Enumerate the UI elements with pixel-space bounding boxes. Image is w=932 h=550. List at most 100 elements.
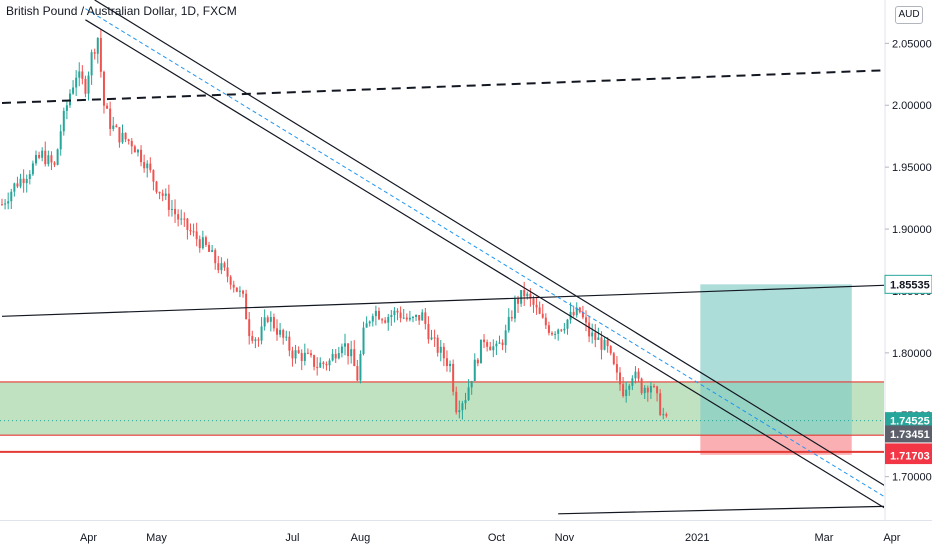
candle-body <box>65 105 68 111</box>
candle-body <box>118 127 121 143</box>
candle-body <box>99 38 102 72</box>
y-tick-label: 1.90000 <box>892 224 932 236</box>
price-label-text: 1.71703 <box>890 451 930 463</box>
x-tick-label: Jul <box>285 532 299 544</box>
candle-body <box>158 191 161 194</box>
price-label-box <box>885 425 932 443</box>
x-tick-label: Aug <box>351 532 371 544</box>
candle-body <box>504 330 507 346</box>
candle-body <box>591 332 594 337</box>
candles <box>1 29 668 420</box>
x-tick-label: May <box>146 532 167 544</box>
channel-lower-line <box>85 19 884 509</box>
candle-body <box>174 208 177 215</box>
candle-body <box>28 174 31 179</box>
candle-body <box>143 162 146 169</box>
candle-body <box>238 290 241 292</box>
candle-body <box>25 178 28 184</box>
candle-body <box>501 342 504 346</box>
candle-body <box>340 346 343 354</box>
candle-body <box>102 71 105 106</box>
candle-body <box>269 317 272 322</box>
candle-body <box>177 214 180 220</box>
candle-body <box>646 387 649 393</box>
candle-body <box>387 317 390 323</box>
candle-body <box>34 154 37 164</box>
candle-body <box>532 298 535 305</box>
candle-body <box>643 387 646 394</box>
candle-body <box>68 93 71 106</box>
candle-body <box>452 363 455 392</box>
candle-body <box>38 154 41 158</box>
candle-body <box>356 366 359 381</box>
y-tick-label: 1.80000 <box>892 348 932 360</box>
candle-body <box>96 38 99 54</box>
candle-body <box>72 87 75 94</box>
candle-body <box>365 323 368 328</box>
candle-body <box>656 386 659 394</box>
candle-body <box>581 312 584 318</box>
candle-body <box>572 311 575 316</box>
candle-body <box>479 339 482 364</box>
candle-body <box>47 155 50 165</box>
candle-body <box>418 314 421 321</box>
candle-body <box>226 267 229 277</box>
candle-body <box>520 290 523 304</box>
candle-body <box>464 400 467 404</box>
candle-body <box>473 359 476 381</box>
candle-body <box>526 293 529 297</box>
candle-body <box>136 149 139 153</box>
candle-body <box>300 353 303 361</box>
candle-body <box>483 339 486 343</box>
candle-body <box>588 322 591 337</box>
candle-body <box>384 320 387 323</box>
candle-body <box>288 336 291 351</box>
candle-body <box>189 229 192 232</box>
candle-body <box>53 162 56 165</box>
candle-body <box>310 353 312 356</box>
candle-body <box>22 178 25 184</box>
candle-body <box>59 131 62 150</box>
candle-body <box>622 384 625 397</box>
candle-body <box>186 218 189 230</box>
candle-body <box>31 163 34 175</box>
candle-body <box>322 362 325 364</box>
candle-body <box>442 346 445 359</box>
candle-body <box>146 163 149 169</box>
candle-body <box>371 316 374 322</box>
candle-body <box>538 307 541 314</box>
bottom-trend-line <box>558 505 884 515</box>
candle-body <box>211 250 214 252</box>
candle-body <box>347 343 350 357</box>
candle-body <box>260 326 263 341</box>
candle-body <box>652 385 655 387</box>
candle-body <box>276 328 279 335</box>
currency-badge[interactable]: AUD <box>895 6 923 24</box>
candle-body <box>377 310 380 320</box>
candle-body <box>44 150 47 165</box>
candle-body <box>130 141 133 147</box>
candle-body <box>62 110 65 132</box>
candle-body <box>368 321 371 324</box>
price-label-text: 1.73451 <box>890 429 930 441</box>
candle-body <box>424 312 427 325</box>
candle-body <box>634 371 637 379</box>
price-label-box <box>885 447 932 465</box>
candle-body <box>381 319 384 321</box>
candle-body <box>220 263 223 271</box>
candle-body <box>594 332 597 340</box>
candle-body <box>4 203 7 205</box>
candle-body <box>242 290 245 294</box>
candle-body <box>374 310 377 317</box>
candle-body <box>56 149 59 165</box>
candle-body <box>75 77 78 88</box>
candle-body <box>127 139 130 142</box>
candle-body <box>458 410 461 413</box>
candle-body <box>41 150 44 158</box>
candle-body <box>115 125 118 128</box>
candle-body <box>609 346 612 354</box>
x-tick-label: Oct <box>488 532 505 544</box>
x-tick-label: Mar <box>814 532 833 544</box>
